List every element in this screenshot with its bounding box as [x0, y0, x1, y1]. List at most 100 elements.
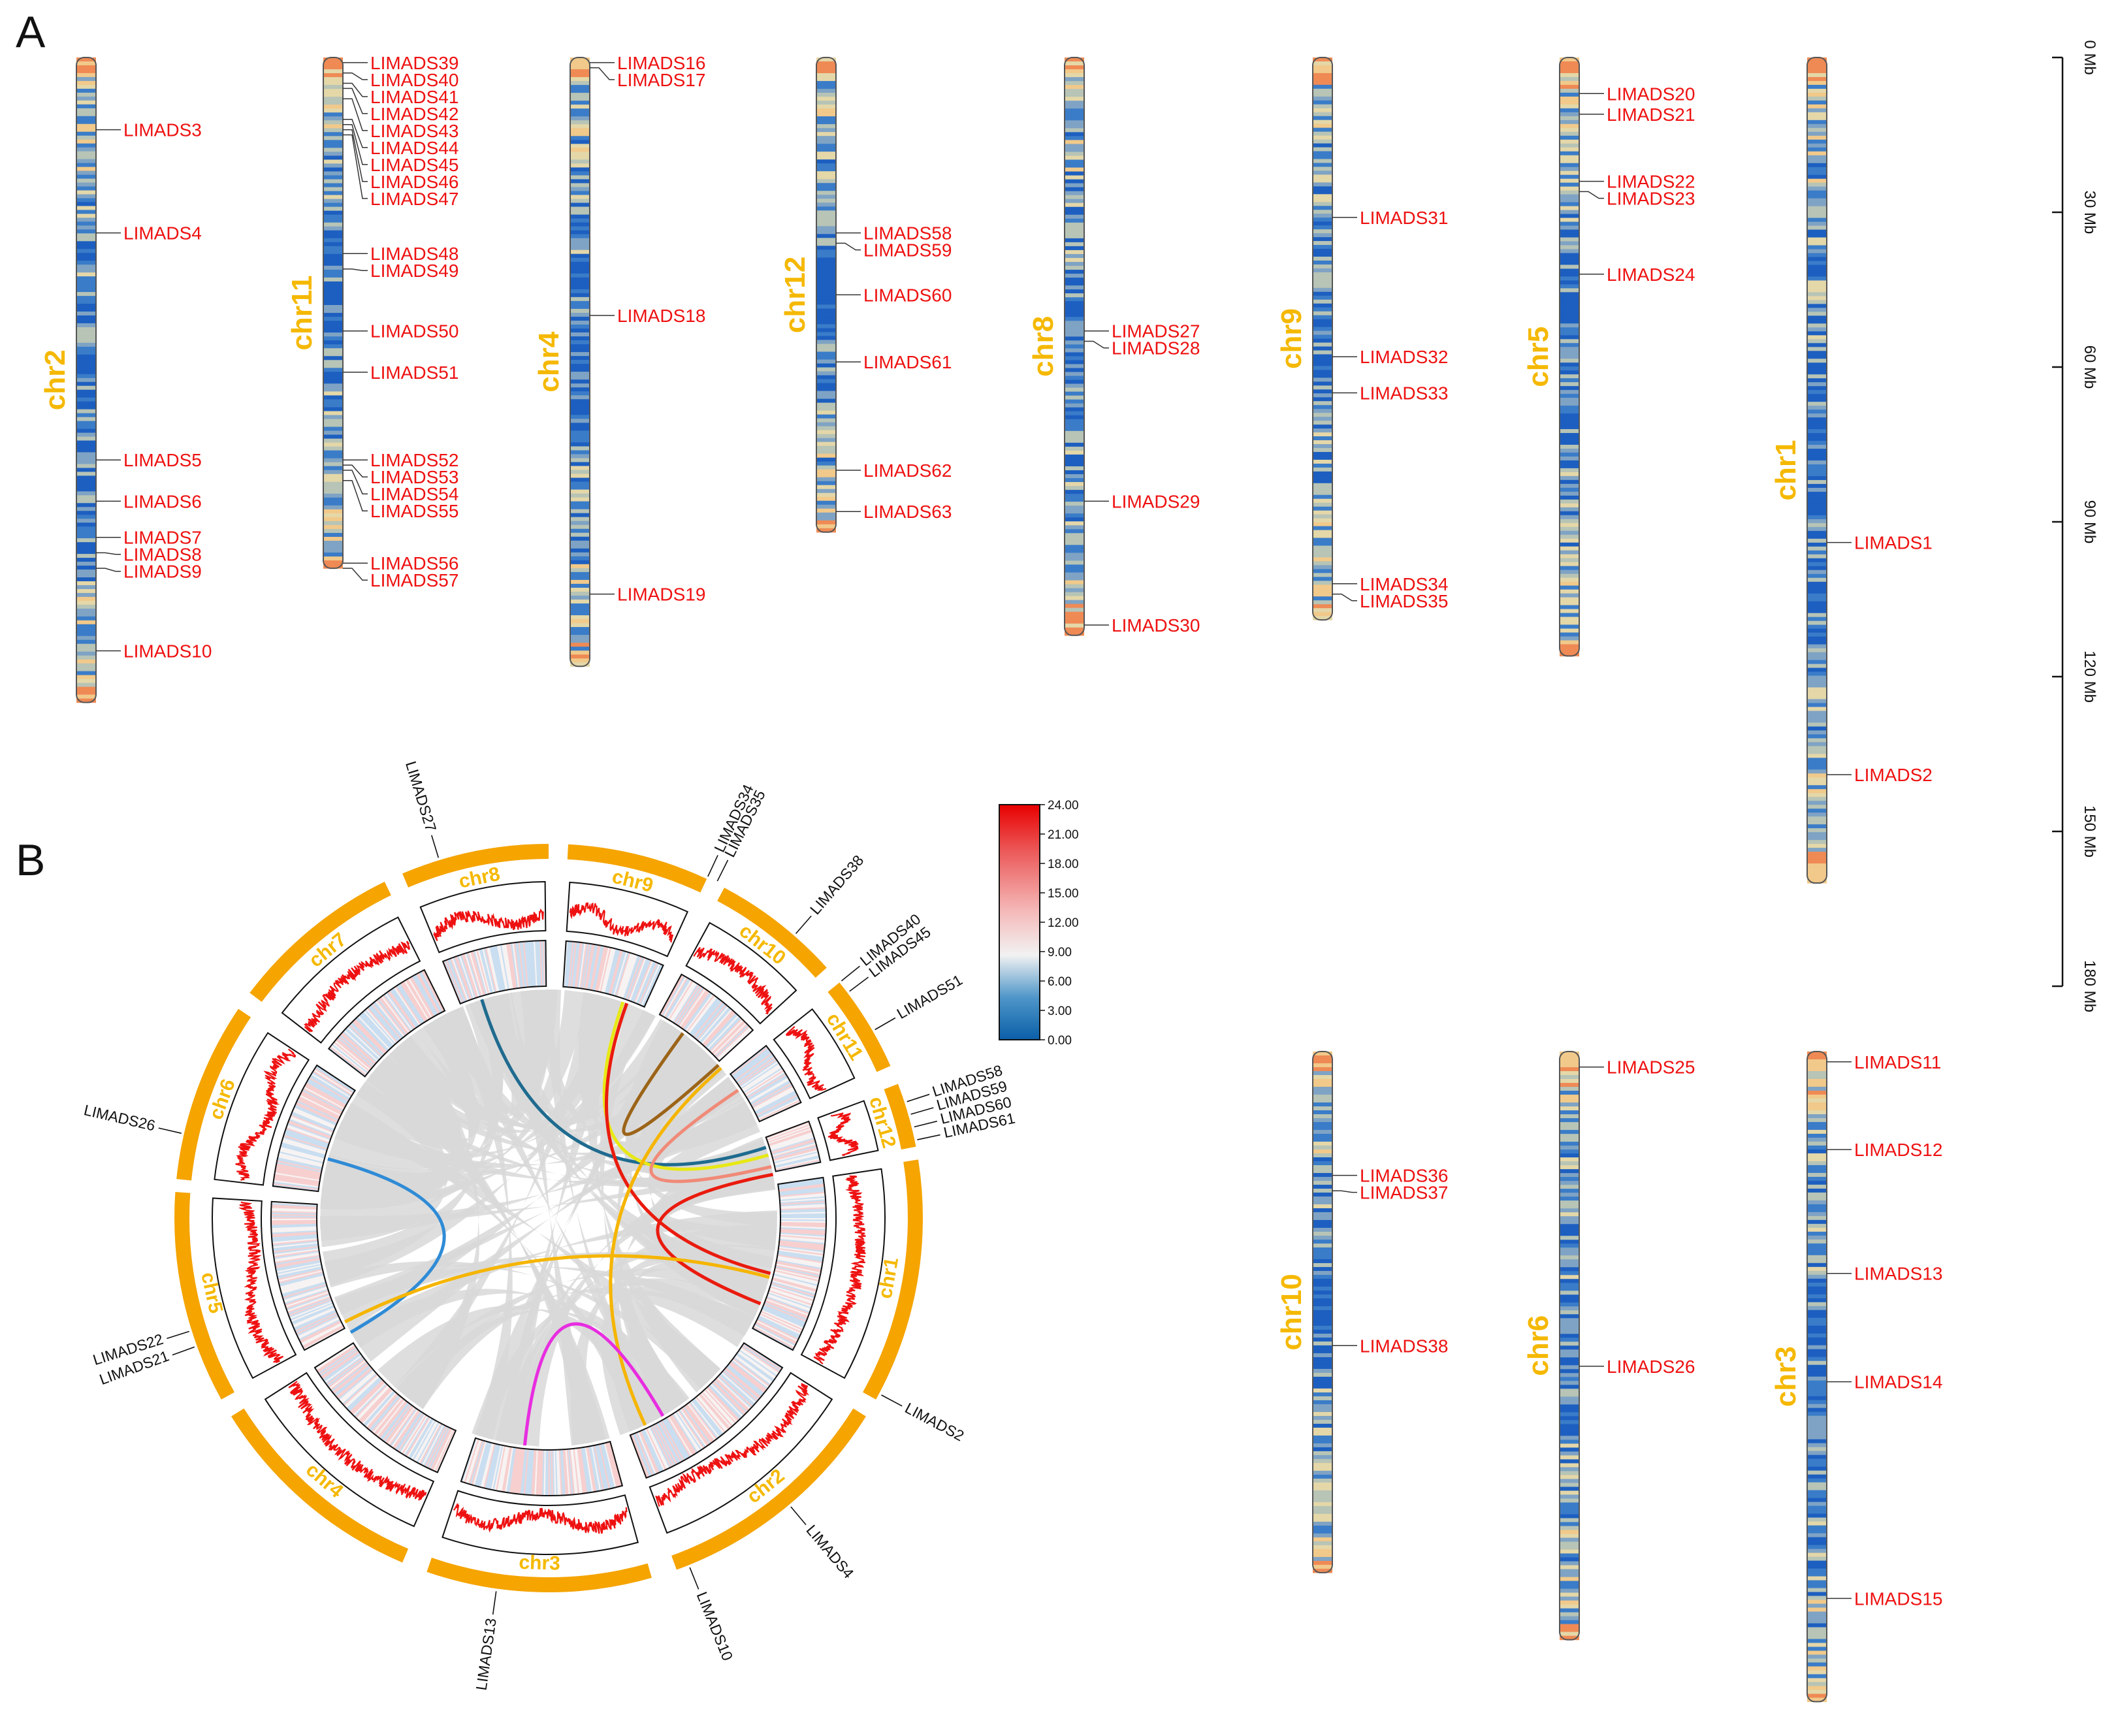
legend-tick-label: 18.00 — [1048, 858, 1079, 871]
gene-label-tick — [158, 1127, 182, 1134]
gene-label: LIMADS18 — [617, 306, 705, 326]
circos-chromosome-chr9: chr9 — [562, 844, 707, 1008]
circos-chromosome-chr1: chr1 — [751, 1159, 923, 1400]
gene-connector — [1332, 593, 1357, 602]
chromosome-label-chr12: chr12 — [779, 257, 811, 333]
chromosome-density-bands — [1807, 1052, 1827, 1702]
density-line — [827, 1112, 859, 1156]
circos-chromosome-chr8: chr8 — [402, 844, 549, 1005]
gene-label: LIMADS26 — [1607, 1357, 1695, 1377]
chromosome-arc — [863, 1159, 923, 1400]
gene-label: LIMADS27 — [1112, 321, 1200, 342]
gene-label: LIMADS32 — [1360, 347, 1448, 367]
density-line — [813, 1175, 866, 1365]
circos-chromosome-chr5: chr5 — [174, 1192, 346, 1400]
chromosome-arc — [671, 1408, 866, 1570]
gene-label: LIMADS61 — [863, 352, 952, 372]
gene-connector — [343, 134, 368, 199]
gene-connector — [343, 119, 368, 148]
gene-label: LIMADS49 — [370, 261, 458, 281]
density-line — [238, 1201, 284, 1364]
gene-connector — [343, 464, 368, 477]
gene-label: LIMADS3 — [123, 120, 202, 140]
chromosome-outline — [1312, 57, 1333, 621]
gene-connector — [1084, 340, 1109, 349]
gene-label: LIMADS36 — [1360, 1166, 1448, 1186]
gene-connector — [590, 67, 615, 80]
circos-gene-label: LIMADS38 — [807, 852, 867, 918]
circos-gene-label: LIMADS10 — [694, 1589, 737, 1663]
density-line-track — [800, 1168, 886, 1379]
gene-label: LIMADS55 — [370, 501, 458, 521]
chromosome-density-bands — [323, 57, 343, 569]
circos-chromosome-chr10: chr10 — [658, 888, 827, 1063]
gene-connector — [343, 98, 368, 131]
chromosome-chr12: chr12LIMADS58LIMADS59LIMADS60LIMADS61LIM… — [779, 57, 952, 533]
gene-label: LIMADS14 — [1854, 1372, 1942, 1392]
gene-connector — [343, 568, 368, 581]
gene-markers-chr3: LIMADS11 LIMADS12 LIMADS13 LIMADS14 LIMADS15 — [1827, 1052, 1942, 1609]
density-line — [235, 1048, 297, 1181]
circos-chromosome-chr2: chr2 — [629, 1342, 866, 1570]
gene-label: LIMADS13 — [1854, 1264, 1942, 1284]
gene-label-tick — [167, 1330, 189, 1340]
gene-label: LIMADS47 — [370, 189, 458, 209]
circos-gene-label: LIMADS2 — [902, 1399, 967, 1444]
chromosome-outline — [1064, 57, 1085, 636]
gene-label-tick — [881, 1394, 903, 1407]
gene-label-tick — [716, 860, 729, 882]
legend-color-bar — [999, 804, 1040, 1040]
chromosome-outline — [1807, 1051, 1827, 1703]
gene-markers-chr11: LIMADS39LIMADS40LIMADS41LIMADS42LIMADS43… — [343, 53, 458, 590]
gene-label: LIMADS41 — [370, 87, 458, 107]
gene-label: LIMADS52 — [370, 450, 458, 470]
gene-label: LIMADS45 — [370, 155, 458, 175]
chromosome-outline — [1559, 1051, 1580, 1641]
gene-label-tick — [914, 1120, 937, 1128]
circos-chromosome-chr12: chr12 — [765, 1084, 916, 1172]
circos-chromosome-chr6: chr6 — [176, 1008, 357, 1193]
density-line — [433, 908, 544, 941]
scale-tick-label: 150 Mb — [2081, 805, 2098, 858]
gene-label: LIMADS34 — [1360, 574, 1448, 594]
density-line — [693, 946, 773, 1015]
circos-gene-label: LIMADS4 — [803, 1522, 857, 1582]
gene-label: LIMADS42 — [370, 104, 458, 124]
legend-tick-label: 12.00 — [1048, 916, 1079, 930]
chromosome-label-chr5: chr5 — [1522, 327, 1554, 387]
chromosome-arc — [426, 1558, 652, 1593]
gene-label-tick — [917, 1134, 940, 1140]
density-heatmap-track — [329, 969, 445, 1077]
density-line-track — [442, 1490, 639, 1555]
gene-label: LIMADS19 — [617, 585, 705, 605]
gene-label-tick — [707, 855, 718, 877]
gene-label: LIMADS40 — [370, 70, 458, 90]
chromosome-label-chr10: chr10 — [1276, 1274, 1308, 1350]
gene-label: LIMADS21 — [1607, 104, 1695, 125]
density-line — [655, 1383, 810, 1507]
gene-connector — [96, 552, 121, 555]
gene-label: LIMADS1 — [1854, 533, 1933, 553]
chromosome-chr11: chr11LIMADS39LIMADS40LIMADS41LIMADS42LIM… — [286, 53, 458, 590]
gene-connector — [343, 88, 368, 114]
gene-label: LIMADS51 — [370, 362, 458, 383]
gene-link — [649, 1089, 772, 1183]
density-heatmap-track — [752, 1177, 826, 1351]
gene-label: LIMADS5 — [123, 450, 202, 470]
chromosome-outline — [323, 57, 344, 570]
gene-label: LIMADS7 — [123, 528, 202, 548]
gene-label-tick — [172, 1346, 195, 1356]
scale-tick-label: 0 Mb — [2081, 40, 2098, 74]
gene-label: LIMADS17 — [617, 70, 705, 90]
gene-label: LIMADS9 — [123, 562, 202, 582]
chromosome-density-bands — [570, 57, 590, 667]
chromosome-label-chr1: chr1 — [1770, 440, 1802, 501]
gene-link — [344, 1254, 770, 1324]
density-line — [288, 1381, 427, 1501]
gene-connector — [343, 82, 368, 97]
scale-tick-label: 120 Mb — [2081, 651, 2098, 703]
